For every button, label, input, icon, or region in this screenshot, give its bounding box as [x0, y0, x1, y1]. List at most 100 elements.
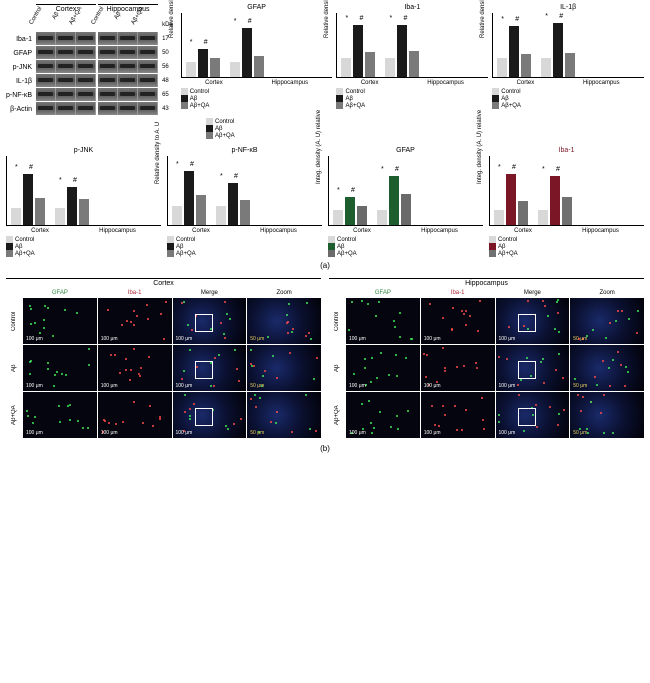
scale-bar-label: 100 μm: [101, 383, 118, 389]
legend-label: Aβ+QA: [498, 251, 518, 257]
legend-label: Aβ: [15, 244, 22, 250]
bar: [23, 174, 33, 225]
x-label: Hippocampus: [583, 80, 620, 86]
legend-label: Control: [15, 237, 34, 243]
micrograph: 100 μm: [421, 298, 495, 344]
significance-star: *: [345, 15, 348, 22]
bar: [562, 197, 572, 226]
bar: [196, 195, 206, 225]
significance-star: *: [15, 164, 18, 171]
bar: [254, 56, 264, 77]
x-label: Hippocampus: [421, 228, 458, 234]
scale-bar-label: 100 μm: [176, 336, 193, 342]
protein-label: p-JNK: [6, 60, 34, 74]
chart-legend: ControlAβAβ+QA: [6, 236, 161, 257]
chart-p-nf-κb: p-NF-κBRelative density to A. U*#*#Corte…: [167, 147, 322, 257]
bar: [401, 194, 411, 226]
bar: [409, 51, 419, 77]
legend-label: Aβ: [176, 244, 183, 250]
x-label: Cortex: [514, 228, 532, 234]
chart-title: p-JNK: [6, 147, 161, 154]
chart-gfap: GFAPInteg. density (A. U) relative*#*#Co…: [328, 147, 483, 257]
chart-area: Integ. density (A. U) relative*#*#: [489, 156, 644, 226]
micrograph: 100 μm: [346, 392, 420, 438]
if-row-label: Aβ+QA: [6, 392, 22, 438]
legend-label: Aβ+QA: [337, 251, 357, 257]
bar: [389, 176, 399, 226]
legend-label: Control: [345, 89, 364, 95]
bar-group: *#: [497, 26, 531, 77]
scale-bar-label: 100 μm: [176, 430, 193, 436]
panel-a-caption: (a): [6, 261, 644, 270]
lane-headers: Control Aβ Aβ+QA: [98, 14, 158, 32]
bar: [184, 171, 194, 225]
legend-label: Control: [337, 237, 356, 243]
micrograph: 100 μm: [346, 298, 420, 344]
protein-label: β-Actin: [6, 102, 34, 116]
legend-label: Aβ: [337, 244, 344, 250]
significance-hash: #: [512, 164, 516, 171]
micrograph: 50 μm: [570, 392, 644, 438]
chart-title: GFAP: [328, 147, 483, 154]
if-col-header: GFAP: [346, 289, 420, 297]
scale-bar-label: 100 μm: [424, 383, 441, 389]
scale-bar-label: 50 μm: [573, 383, 587, 389]
significance-hash: #: [395, 166, 399, 173]
bands-cortex: [36, 32, 96, 115]
significance-hash: #: [559, 13, 563, 20]
bar-group: *#: [494, 174, 528, 225]
scale-bar-label: 100 μm: [101, 336, 118, 342]
bar-group: *#: [385, 25, 419, 78]
bar: [565, 53, 575, 77]
legend-label: Control: [498, 237, 517, 243]
top-charts: GFAPRelative density to A. U*#*#CortexHi…: [181, 4, 644, 109]
bar: [494, 210, 504, 225]
x-label: Cortex: [517, 80, 535, 86]
significance-hash: #: [204, 39, 208, 46]
micrograph: 50 μm: [247, 345, 321, 391]
legend-label: Aβ+QA: [215, 133, 235, 139]
micrograph: 100 μm: [23, 392, 97, 438]
x-axis-labels: Cortex Hippocampus: [492, 80, 644, 86]
chart-area: Relative density to A. U*#*#: [336, 13, 488, 78]
bar: [55, 208, 65, 225]
significance-hash: #: [403, 15, 407, 22]
protein-label: Iba-1: [6, 32, 34, 46]
legend-label: Aβ: [190, 96, 197, 102]
bar: [506, 174, 516, 225]
bar: [210, 58, 220, 77]
significance-star: *: [501, 16, 504, 23]
legend-label: Aβ+QA: [190, 103, 210, 109]
legend-label: Control: [190, 89, 209, 95]
chart-iba-1: Iba-1Relative density to A. U*#*#CortexH…: [336, 4, 488, 109]
micrograph: 50 μm: [247, 298, 321, 344]
bar: [518, 201, 528, 225]
chart-title: GFAP: [181, 4, 333, 11]
bar: [333, 210, 343, 225]
if-row-label: Aβ: [6, 345, 22, 391]
micrograph: 100 μm: [98, 298, 172, 344]
protein-label: GFAP: [6, 46, 34, 60]
bands-hippocampus: [98, 32, 158, 115]
protein-label: p-NF-κB: [6, 88, 34, 102]
y-axis-label: Integ. density (A. U) relative: [477, 109, 483, 183]
if-grid: GFAPIba-1MergeZoomControl100 μm100 μm100…: [6, 289, 321, 438]
x-label: Cortex: [361, 80, 379, 86]
bar: [541, 58, 551, 77]
micrograph: 100 μm: [496, 392, 570, 438]
legend-label: Aβ+QA: [345, 103, 365, 109]
scale-bar-label: 100 μm: [424, 430, 441, 436]
kda-value: 43: [162, 102, 173, 116]
bar-group: *#: [186, 49, 220, 78]
bar: [79, 199, 89, 225]
significance-star: *: [176, 161, 179, 168]
legend-label: Aβ: [498, 244, 505, 250]
bar: [35, 198, 45, 225]
bar: [385, 58, 395, 77]
if-col-header: Zoom: [247, 289, 321, 297]
significance-hash: #: [29, 164, 33, 171]
chart-legend: ControlAβAβ+QA: [328, 236, 483, 257]
significance-star: *: [545, 13, 548, 20]
scale-bar-label: 100 μm: [349, 336, 366, 342]
western-blot: Iba-1 GFAP p-JNK IL-1β p-NF-κB β-Actin C…: [6, 4, 173, 116]
